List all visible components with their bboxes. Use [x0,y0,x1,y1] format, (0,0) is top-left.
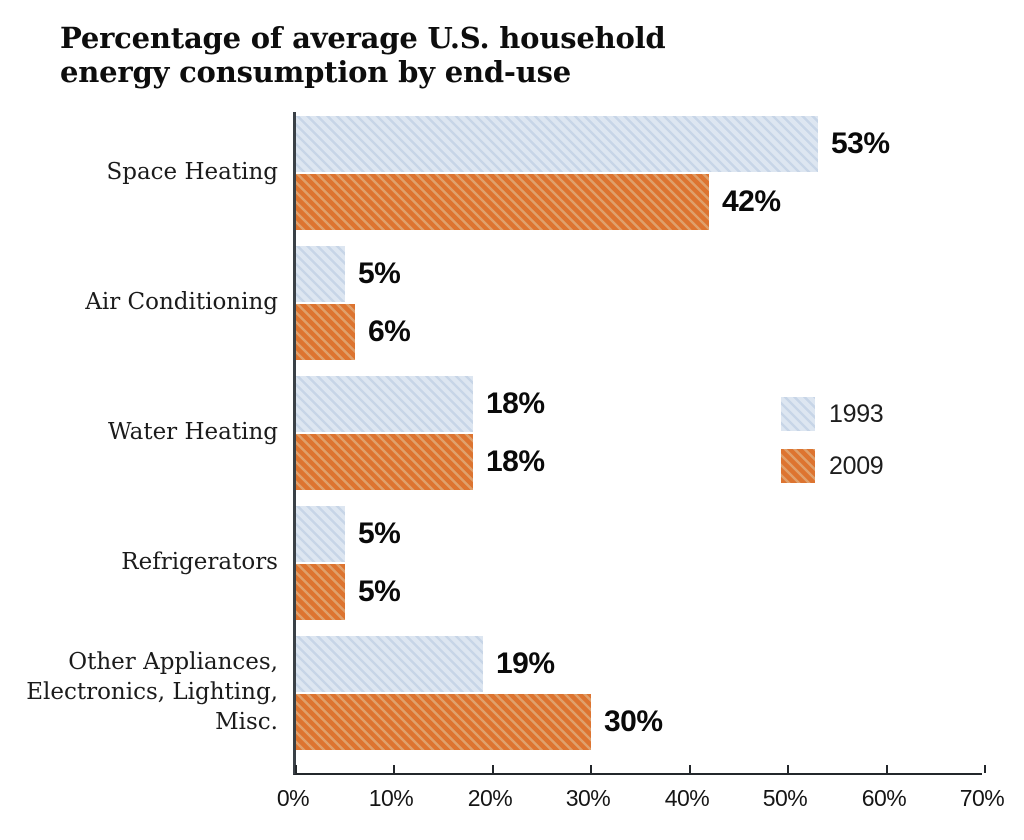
bar-1993-space-heating [296,116,818,172]
value-label-2009-space-heating: 42% [722,185,781,218]
value-label-2009-other-appliances-electronics-lighting-misc: 30% [604,705,663,738]
x-axis-tick-40 [689,765,691,773]
plot-area: 53% 42% 5% 6% 18% 18% 5% 5% 19% 30% [293,112,986,775]
x-axis-tick-50 [787,765,789,773]
x-axis-label-50: 50% [762,785,808,811]
value-label-1993-refrigerators: 5% [358,517,401,550]
x-axis-tick-30 [590,765,592,773]
x-axis-tick-60 [886,765,888,773]
legend-item-2009: 2009 [781,449,884,483]
legend-swatch-2009 [781,449,815,483]
bar-2009-water-heating [296,434,473,490]
category-label-refrigerators: Refrigerators [121,549,278,576]
chart-title: Percentage of average U.S. household ene… [60,21,666,89]
x-axis-label-70: 70% [959,785,1005,811]
x-axis-label-20: 20% [467,785,513,811]
value-label-1993-water-heating: 18% [486,387,545,420]
bar-1993-other-appliances-electronics-lighting-misc [296,636,483,692]
x-axis-tick-10 [393,765,395,773]
bar-2009-air-conditioning [296,304,355,360]
value-label-1993-space-heating: 53% [831,127,890,160]
bar-1993-refrigerators [296,506,345,562]
category-label-other-appliances-electronics-lighting-misc: Other Appliances, Electronics, Lighting,… [26,649,278,735]
category-label-water-heating: Water Heating [107,419,278,446]
value-label-2009-water-heating: 18% [486,445,545,478]
x-axis-label-40: 40% [664,785,710,811]
x-axis-tick-0 [295,765,297,773]
bar-1993-air-conditioning [296,246,345,302]
legend-swatch-1993 [781,397,815,431]
value-label-2009-refrigerators: 5% [358,575,401,608]
x-axis-label-0: 0% [276,785,310,811]
legend-label-2009: 2009 [829,451,884,480]
value-label-2009-air-conditioning: 6% [368,315,411,348]
bar-1993-water-heating [296,376,473,432]
value-label-1993-air-conditioning: 5% [358,257,401,290]
x-axis-label-10: 10% [368,785,414,811]
bar-2009-refrigerators [296,564,345,620]
bar-2009-other-appliances-electronics-lighting-misc [296,694,591,750]
category-label-air-conditioning: Air Conditioning [85,289,278,316]
bar-2009-space-heating [296,174,709,230]
x-axis-tick-20 [492,765,494,773]
x-axis-label-30: 30% [565,785,611,811]
value-label-1993-other-appliances-electronics-lighting-misc: 19% [496,647,555,680]
legend-label-1993: 1993 [829,399,884,428]
x-axis-tick-70 [984,765,986,773]
legend-item-1993: 1993 [781,397,884,431]
category-label-space-heating: Space Heating [106,159,278,186]
x-axis-label-60: 60% [861,785,907,811]
